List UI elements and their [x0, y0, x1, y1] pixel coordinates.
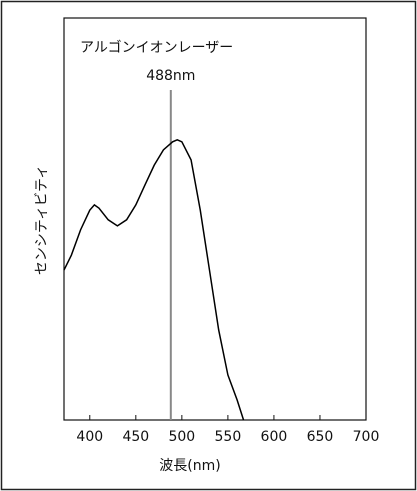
laser-name: アルゴンイオンレーザー: [80, 39, 233, 56]
x-tick-label: 600: [261, 429, 288, 445]
x-tick-label: 550: [215, 429, 242, 445]
y-axis-label: センシティビティ: [34, 165, 50, 275]
x-tick-label: 700: [353, 429, 380, 445]
x-tick-label: 650: [307, 429, 334, 445]
plot-frame: [63, 17, 367, 421]
x-tick-label: 450: [122, 429, 149, 445]
line: [63, 138, 245, 421]
x-tick-label: 400: [76, 429, 103, 445]
x-tick-label: 500: [168, 429, 195, 445]
laser-label: 488nm: [146, 68, 195, 84]
x-axis-label: 波長(nm): [159, 458, 220, 474]
